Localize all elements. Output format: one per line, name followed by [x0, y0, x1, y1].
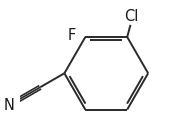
Text: F: F	[67, 28, 76, 43]
Text: Cl: Cl	[124, 9, 138, 24]
Text: N: N	[4, 98, 15, 113]
